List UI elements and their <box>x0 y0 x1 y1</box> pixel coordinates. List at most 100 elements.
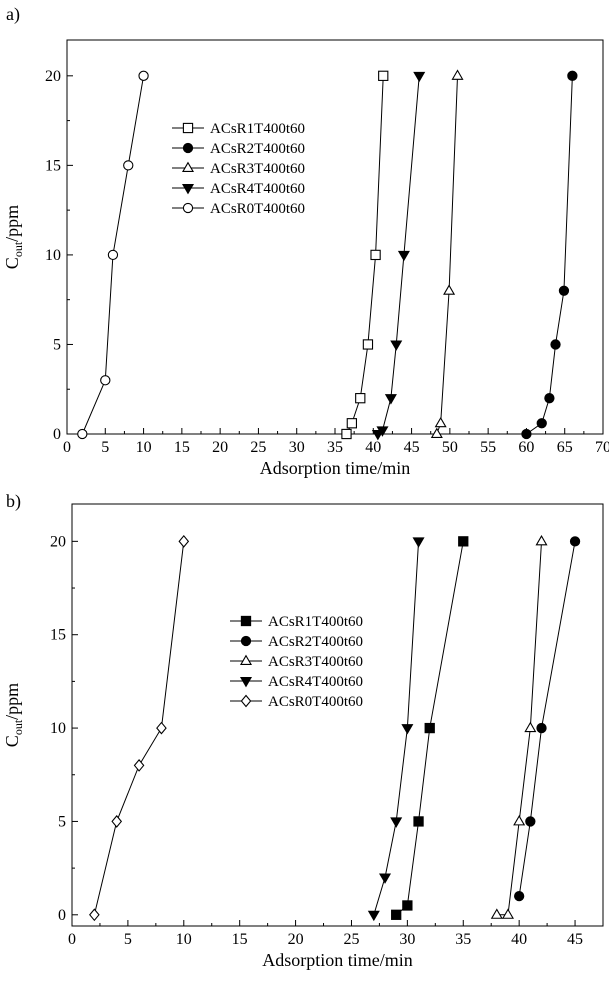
chart-b-y-tick-label: 5 <box>58 813 66 830</box>
chart-b-legend-label: ACsR4T400t60 <box>268 674 363 690</box>
chart-a-legend-label: ACsR1T400t60 <box>210 121 305 137</box>
chart-a-data-point <box>521 428 532 440</box>
chart-b-legend-label: ACsR1T400t60 <box>268 614 363 630</box>
chart-b-data-point <box>401 724 414 735</box>
chart-a-x-tick-label: 5 <box>101 439 109 456</box>
chart-a-x-tick-label: 35 <box>327 439 343 456</box>
chart-a-x-tick-label: 25 <box>250 439 266 456</box>
chart-a-legend-marker <box>182 202 194 214</box>
chart-a-x-tick-label: 45 <box>404 439 420 456</box>
chart-b-plot-frame <box>71 503 604 927</box>
chart-a-data-point <box>378 70 389 81</box>
chart-a-series-line <box>526 75 573 435</box>
chart-b-data-point <box>178 534 190 548</box>
chart-a-x-axis-title: Adsorption time/min <box>260 458 411 478</box>
chart-b-x-tick-label: 10 <box>176 931 192 948</box>
chart-b-x-tick-label: 0 <box>68 931 76 948</box>
chart-a-legend-marker <box>181 161 195 172</box>
chart-b-series-line <box>518 541 576 897</box>
chart-a-x-tick-label: 10 <box>136 439 152 456</box>
chart-a-legend-label: ACsR4T400t60 <box>210 181 305 197</box>
chart-a-data-point <box>355 393 366 404</box>
chart-a-legend-marker <box>181 184 195 195</box>
chart-a-x-tick-label: 30 <box>289 439 305 456</box>
chart-b-data-point <box>412 537 425 548</box>
chart-a-data-point <box>434 416 447 428</box>
chart-b-x-tick-label: 15 <box>232 931 248 948</box>
chart-b-data-point <box>501 908 514 919</box>
chart-b-legend-label: ACsR2T400t60 <box>268 634 363 650</box>
chart-a-series-3 <box>371 71 426 441</box>
chart-b-data-point <box>390 817 403 828</box>
chart-a-data-point <box>536 418 547 429</box>
chart-b-y-tick-label: 15 <box>50 627 66 644</box>
chart-a-series-2 <box>430 69 464 439</box>
chart-b-x-tick-label: 40 <box>511 931 527 948</box>
chart-b-legend-label: ACsR0T400t60 <box>268 694 363 710</box>
chart-b-x-tick-label: 20 <box>288 931 304 948</box>
chart-b-legend-marker <box>240 694 252 708</box>
chart-a-data-point <box>100 375 111 386</box>
chart-b-series-2 <box>490 534 548 919</box>
chart-b-x-tick-label: 35 <box>455 931 471 948</box>
chart-a-y-tick-label: 20 <box>45 68 61 85</box>
chart-a-x-tick-label: 70 <box>595 439 609 456</box>
chart-b-data-point <box>535 534 548 546</box>
chart-b-data-point <box>367 910 380 922</box>
chart-a-x-tick-label: 50 <box>442 439 458 456</box>
chart-b-legend-label: ACsR3T400t60 <box>268 654 363 670</box>
chart-a-data-point <box>390 340 403 351</box>
chart-b-y-axis-title: Cout/ppm <box>2 683 25 747</box>
chart-a-data-point <box>370 249 381 261</box>
chart-b-data-point <box>569 536 581 547</box>
chart-a-data-point <box>138 70 149 81</box>
chart-b-data-point <box>378 873 392 884</box>
chart-a-data-point <box>341 428 352 440</box>
chart-b-x-tick-label: 30 <box>399 931 415 948</box>
chart-b-series-0 <box>391 536 469 920</box>
chart-a-legend-label: ACsR2T400t60 <box>210 141 305 157</box>
chart-panel-b: b) 0 5 10 15 20 25 30 35 40 45 0 5 10 15 20 Adsorption … <box>0 491 609 982</box>
chart-a-series-0 <box>341 70 389 440</box>
chart-b-x-tick-label: 45 <box>567 931 583 948</box>
chart-a-legend-marker <box>182 122 194 134</box>
chart-a-data-point <box>544 393 555 404</box>
chart-a-series-1 <box>521 70 578 440</box>
chart-a-x-tick-label: 20 <box>212 439 228 456</box>
chart-b-series-1 <box>514 536 581 902</box>
chart-a-series-line <box>377 75 420 435</box>
chart-a-data-point <box>550 339 561 350</box>
chart-a-y-tick-label: 10 <box>45 247 61 264</box>
chart-b-x-tick-label: 25 <box>343 931 359 948</box>
chart-b-data-point <box>111 815 123 828</box>
chart-b-data-point <box>536 722 547 734</box>
chart-b-x-tick-label: 5 <box>124 931 132 948</box>
chart-b-data-point <box>391 909 402 920</box>
chart-a-data-point <box>384 394 397 405</box>
chart-b-x-axis-title: Adsorption time/min <box>262 950 413 970</box>
chart-a-x-tick-label: 40 <box>365 439 381 456</box>
chart-a-data-point <box>376 426 389 437</box>
chart-b-series-3 <box>367 537 425 922</box>
chart-b-legend-marker <box>239 677 253 688</box>
panel-label-a: a) <box>6 4 20 24</box>
chart-a-x-tick-label: 15 <box>174 439 190 456</box>
chart-b-legend: ACsR1T400t60 ACsR2T400t60 ACsR3T400t60 ACsR… <box>230 614 363 710</box>
chart-a-x-tick-label: 55 <box>480 439 496 456</box>
panel-label-b: b) <box>6 491 21 511</box>
chart-a-data-point <box>346 418 357 429</box>
chart-a-y-tick-label: 15 <box>45 157 61 174</box>
chart-a-data-point <box>443 284 456 295</box>
chart-a-svg: 0 5 10 15 20 25 30 35 40 45 50 55 60 65 70 0 5 10 15 20 Adso… <box>2 39 609 478</box>
chart-a-x-tick-label: 0 <box>63 439 71 456</box>
chart-b-series-line <box>93 541 185 915</box>
chart-a-series-line <box>436 75 459 435</box>
chart-a-y-tick-label: 5 <box>53 336 61 353</box>
chart-b-series-line <box>373 541 420 915</box>
chart-b-data-point <box>413 816 424 827</box>
chart-a-data-point <box>107 249 119 261</box>
chart-panel-a: a) 0 5 10 15 20 25 30 35 40 45 50 55 60 65 70 0 5 10 15 20 A… <box>2 4 609 478</box>
chart-a-data-point <box>123 160 134 171</box>
chart-b-series-line <box>496 541 543 916</box>
chart-a-data-point <box>451 69 464 80</box>
